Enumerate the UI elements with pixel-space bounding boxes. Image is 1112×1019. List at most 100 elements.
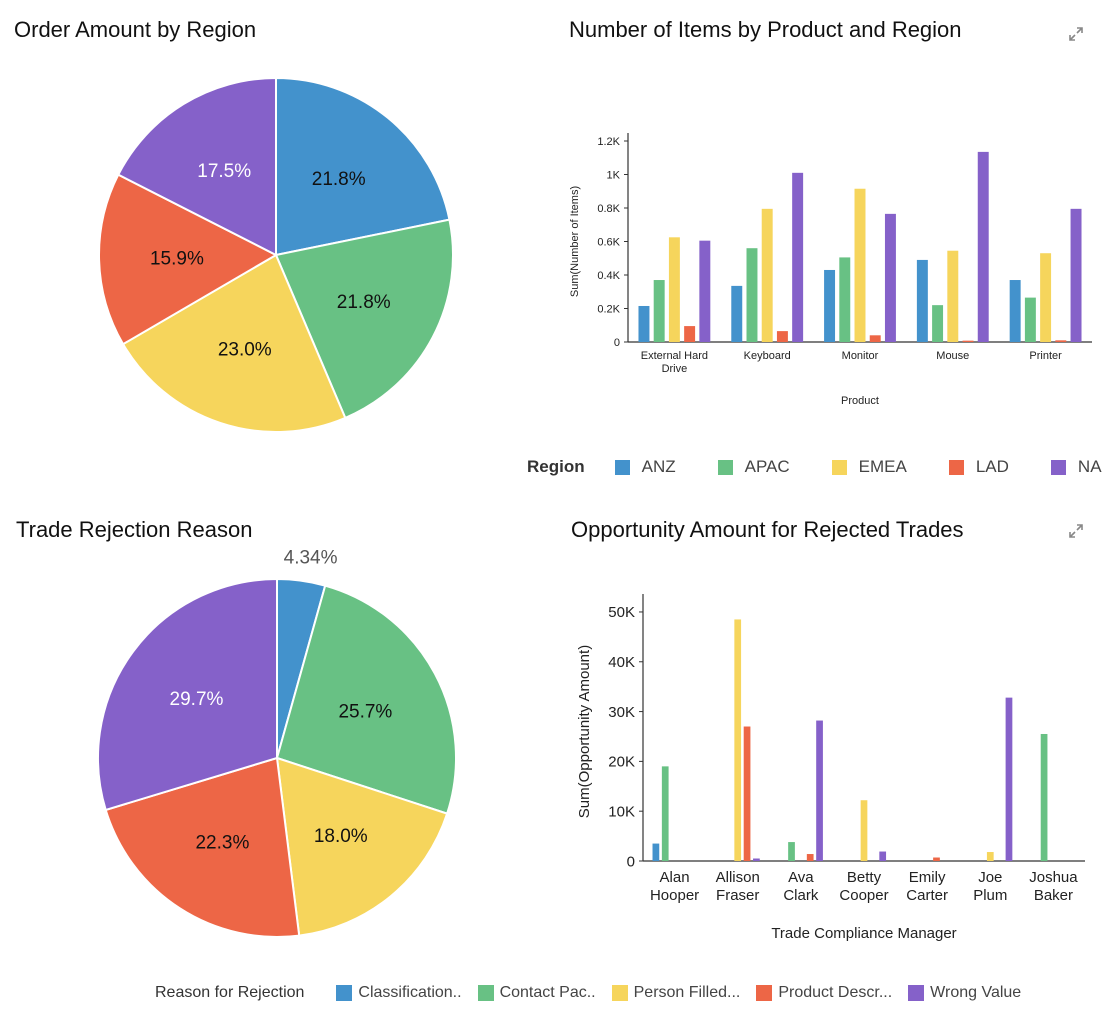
- pie-slice-label: 18.0%: [314, 826, 368, 847]
- legend-label: Classification..: [358, 984, 462, 1001]
- bar[interactable]: [884, 213, 896, 342]
- bar[interactable]: [824, 269, 836, 342]
- x-tick-label: External Hard Drive: [641, 350, 708, 375]
- bar[interactable]: [860, 800, 868, 861]
- pie-slice[interactable]: [97, 577, 278, 812]
- x-tick-label: Allison Fraser: [716, 869, 760, 904]
- bar[interactable]: [661, 766, 669, 861]
- bar[interactable]: [684, 326, 696, 342]
- bar[interactable]: [638, 305, 650, 342]
- legend-item[interactable]: Person Filled...: [611, 984, 741, 1002]
- pie-slice[interactable]: [98, 173, 279, 346]
- pie-slice[interactable]: [274, 218, 454, 420]
- bar[interactable]: [753, 858, 760, 861]
- pie-slice-label: 25.7%: [338, 701, 392, 722]
- bar[interactable]: [776, 331, 788, 342]
- items-by-product-title: Number of Items by Product and Region: [569, 17, 962, 42]
- legend-label: Contact Pac..: [499, 984, 596, 1001]
- bar[interactable]: [1005, 697, 1013, 861]
- y-tick-label: 20K: [608, 754, 635, 771]
- bar[interactable]: [746, 248, 758, 342]
- x-tick-label: Monitor: [842, 350, 879, 362]
- bar[interactable]: [1009, 280, 1021, 342]
- bar[interactable]: [668, 237, 680, 342]
- pie-slice[interactable]: [275, 584, 457, 815]
- legend-item[interactable]: NA: [1050, 457, 1102, 477]
- pie-slice-label: 23.0%: [218, 340, 272, 361]
- legend-item[interactable]: Contact Pac..: [477, 984, 596, 1002]
- legend-label: APAC: [744, 457, 790, 476]
- bar[interactable]: [1040, 253, 1052, 342]
- bar[interactable]: [839, 257, 851, 342]
- legend-item[interactable]: APAC: [717, 457, 790, 477]
- legend-item[interactable]: Product Descr...: [756, 984, 892, 1002]
- bar[interactable]: [743, 726, 751, 861]
- pie-slice[interactable]: [121, 253, 347, 433]
- legend-item[interactable]: EMEA: [831, 457, 907, 477]
- pie-slice-label: 21.8%: [337, 292, 391, 313]
- x-axis-label: Trade Compliance Manager: [771, 925, 956, 942]
- legend-swatch: [1050, 459, 1066, 475]
- bar[interactable]: [653, 280, 665, 342]
- bar[interactable]: [731, 285, 743, 342]
- bar[interactable]: [1055, 340, 1067, 342]
- legend-swatch: [611, 985, 628, 1001]
- bar[interactable]: [761, 208, 773, 342]
- order-amount-title: Order Amount by Region: [14, 17, 257, 42]
- bar[interactable]: [932, 305, 944, 342]
- region-legend: Region ANZ APAC EMEA LAD NA: [527, 455, 1102, 479]
- bar[interactable]: [947, 250, 959, 342]
- x-tick-label: Joe Plum: [973, 869, 1007, 904]
- x-tick-label: Betty Cooper: [839, 869, 888, 904]
- legend-label: Wrong Value: [930, 984, 1022, 1001]
- bar[interactable]: [788, 842, 795, 861]
- x-tick-label: Ava Clark: [783, 869, 819, 904]
- bar[interactable]: [869, 335, 881, 342]
- legend-label: LAD: [975, 457, 1009, 476]
- pie-slice[interactable]: [275, 76, 451, 257]
- bar[interactable]: [854, 188, 866, 342]
- y-tick-label: 0.8K: [597, 203, 620, 215]
- bar[interactable]: [734, 619, 742, 861]
- pie-slice[interactable]: [104, 756, 301, 938]
- expand-icon[interactable]: [1066, 521, 1086, 541]
- bar[interactable]: [806, 854, 814, 861]
- expand-icon[interactable]: [1066, 24, 1086, 44]
- x-tick-label: Mouse: [936, 350, 969, 362]
- pie-slice-label: 21.8%: [312, 169, 366, 190]
- pie-slice[interactable]: [275, 756, 449, 937]
- legend-item[interactable]: ANZ: [614, 457, 676, 477]
- pie-slice-label: 29.7%: [170, 689, 224, 710]
- pie-slice-label: 4.34%: [284, 548, 338, 569]
- legend-label: NA: [1077, 457, 1102, 476]
- bar[interactable]: [652, 843, 660, 861]
- y-axis-label: Sum(Opportunity Amount): [576, 645, 593, 818]
- y-axis-label: Sum(Number of Items): [569, 186, 581, 297]
- opportunity-amount-title: Opportunity Amount for Rejected Trades: [571, 517, 964, 542]
- x-axis-label: Product: [841, 395, 879, 407]
- bar[interactable]: [1040, 733, 1048, 861]
- y-tick-label: 30K: [608, 704, 635, 721]
- legend-swatch: [756, 985, 773, 1001]
- bar[interactable]: [879, 851, 887, 861]
- bar[interactable]: [962, 340, 974, 342]
- bar[interactable]: [916, 259, 928, 342]
- x-tick-label: Emily Carter: [906, 869, 948, 904]
- bar[interactable]: [977, 151, 989, 342]
- bar[interactable]: [816, 720, 823, 861]
- legend-item[interactable]: Wrong Value: [908, 984, 1021, 1002]
- legend-label: Person Filled...: [633, 984, 741, 1001]
- bar[interactable]: [699, 240, 711, 342]
- bar[interactable]: [933, 857, 940, 861]
- y-tick-label: 1.2K: [597, 136, 620, 148]
- pie-slice[interactable]: [116, 76, 277, 257]
- legend-item[interactable]: LAD: [948, 457, 1009, 477]
- legend-item[interactable]: Classification..: [336, 984, 462, 1002]
- bar[interactable]: [986, 852, 994, 861]
- bar[interactable]: [1070, 208, 1082, 342]
- bar[interactable]: [792, 172, 804, 342]
- bar[interactable]: [1024, 297, 1036, 342]
- y-tick-label: 50K: [608, 604, 635, 621]
- y-tick-label: 0: [627, 853, 635, 870]
- trade-rejection-pie: 4.34% 25.7% 18.0% 22.3% 29.7%: [97, 548, 457, 938]
